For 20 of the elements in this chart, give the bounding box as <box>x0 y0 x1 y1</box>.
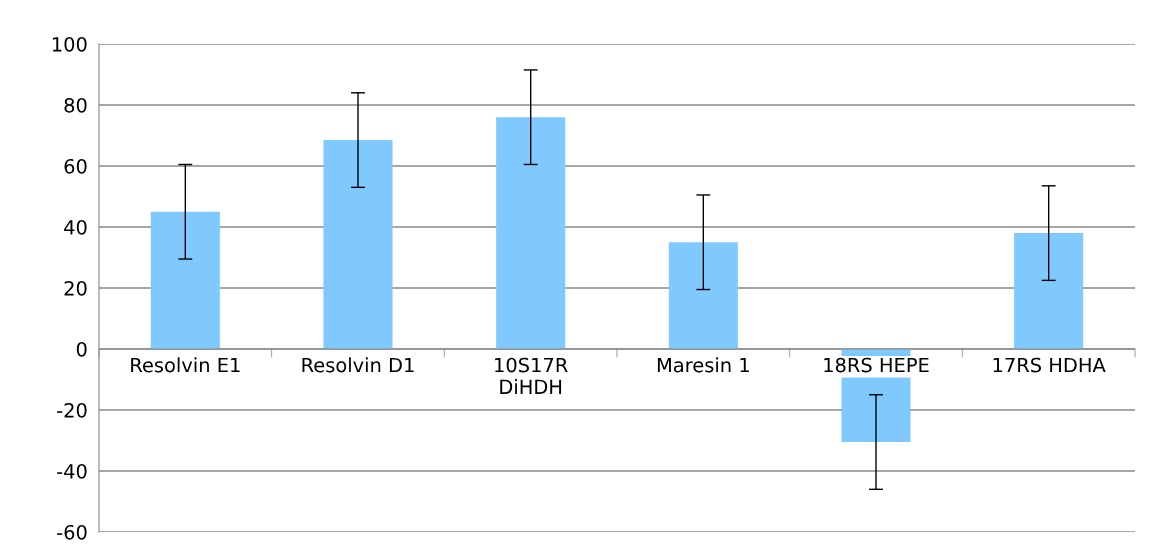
bar <box>323 140 393 349</box>
y-tick-label: 40 <box>64 219 87 235</box>
x-tick-label: Resolvin D1 <box>302 357 414 373</box>
x-tick-label: 17RS HDHA <box>993 357 1106 373</box>
x-tick-label: 10S17R DiHDH <box>495 357 568 394</box>
y-tick-label: -60 <box>57 524 87 540</box>
y-tick-label: 20 <box>64 280 87 296</box>
y-tick-label: -40 <box>57 463 87 479</box>
x-tick-label: Resolvin E1 <box>131 357 240 373</box>
y-tick-label: 80 <box>64 97 87 113</box>
y-tick-label: 60 <box>64 158 87 174</box>
y-tick-label: -20 <box>57 402 87 418</box>
x-tick-label: Maresin 1 <box>657 357 749 373</box>
bar <box>150 211 220 349</box>
x-tick-label: 18RS HEPE <box>824 357 929 373</box>
bar <box>668 242 738 349</box>
bar <box>1014 233 1084 349</box>
y-tick-label: 100 <box>52 36 87 52</box>
bar <box>496 117 566 349</box>
y-tick-label: 0 <box>76 341 87 357</box>
